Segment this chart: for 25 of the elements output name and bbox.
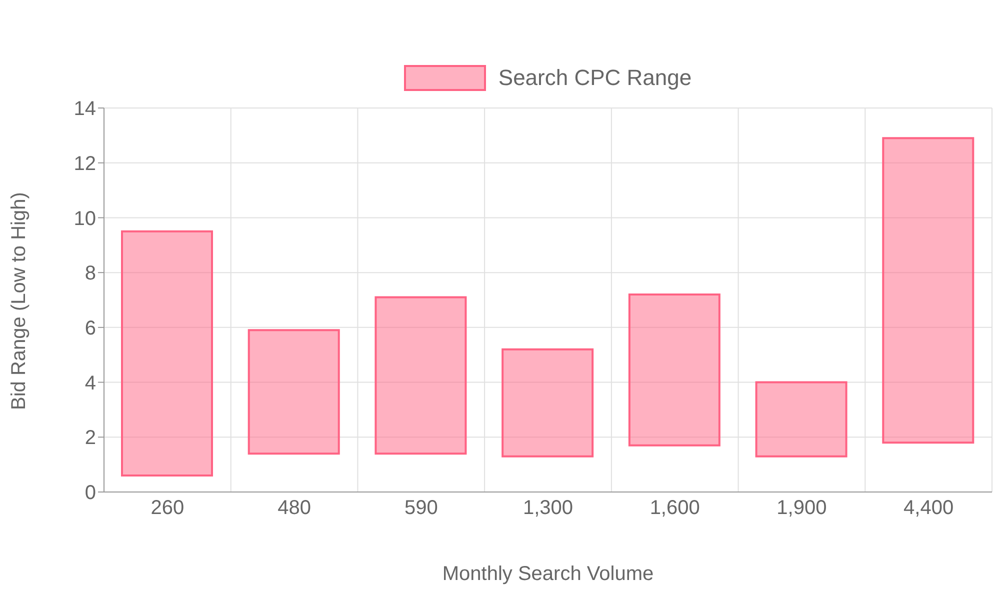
y-tick-label: 12	[74, 152, 96, 175]
y-axis-title: Bid Range (Low to High)	[8, 192, 30, 410]
bar	[121, 230, 213, 477]
x-tick-label: 4,400	[904, 497, 954, 520]
y-tick-label: 10	[74, 208, 96, 230]
x-tick-label: 260	[150, 497, 184, 520]
x-axis-title: Monthly Search Volume	[442, 563, 654, 585]
bar	[248, 329, 340, 455]
bar	[755, 381, 848, 458]
x-tick-label: 480	[278, 497, 311, 520]
bar	[502, 348, 594, 458]
y-tick-label: 4	[84, 372, 96, 394]
x-tick-label: 1,300	[522, 497, 574, 520]
bar	[628, 294, 720, 446]
x-tick-label: 1,600	[650, 497, 700, 520]
y-tick-label: 6	[84, 318, 96, 340]
x-tick-label: 1,900	[776, 497, 827, 520]
y-tick-label: 14	[74, 98, 96, 120]
bar	[882, 137, 974, 444]
bar	[374, 296, 467, 455]
y-tick-label: 8	[84, 262, 96, 285]
y-tick-label: 0	[84, 482, 96, 504]
legend-label: Search CPC Range	[498, 65, 692, 91]
x-tick-label: 590	[404, 497, 438, 520]
y-tick-label: 2	[84, 427, 96, 450]
